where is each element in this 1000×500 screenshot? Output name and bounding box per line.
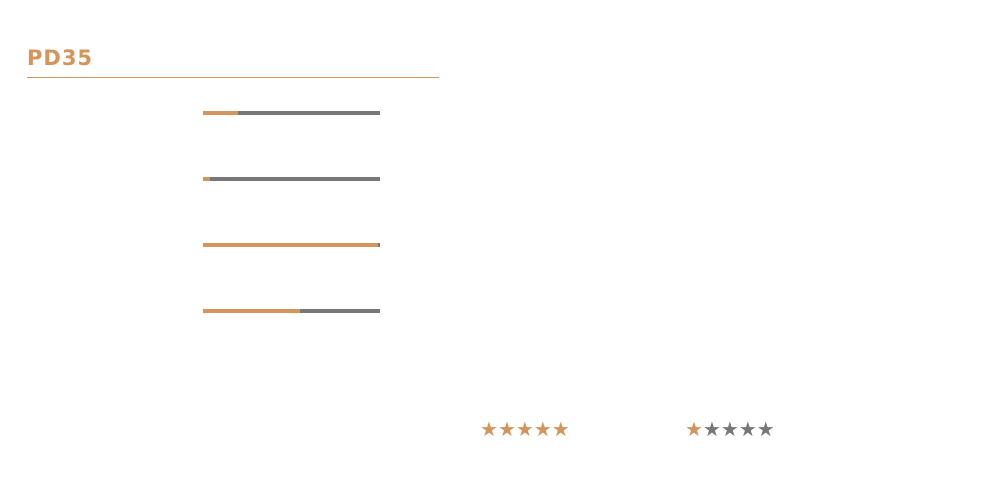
metric-value: 99%: [393, 235, 427, 253]
bar: [203, 309, 301, 313]
spec-text: 长度 137mm: [79, 426, 160, 441]
bar: [203, 243, 379, 247]
star: ★: [533, 417, 552, 441]
spec-text: 重量 89g: [237, 426, 292, 441]
metric-label: 便携与操作性能: [27, 303, 133, 321]
bar-track: [203, 309, 380, 313]
bar-track: [203, 111, 380, 115]
metric-value: 55%: [393, 301, 427, 319]
rating-label: 亮度指数: [390, 424, 446, 440]
spec-icon: [27, 410, 63, 448]
rating-label: 防水指数: [595, 424, 651, 440]
bar-track: [203, 177, 380, 181]
star: ★: [497, 417, 516, 441]
divider: [27, 77, 439, 78]
star: ★: [685, 417, 703, 441]
metric-label: 远距离照射性能: [27, 171, 133, 189]
title: PD35: [27, 46, 94, 70]
bar: [203, 177, 211, 181]
star: ★: [515, 417, 534, 441]
rating-stars: ★★★★★: [480, 417, 570, 441]
rating-stars: ★★★★★: [685, 417, 775, 441]
star: ★: [480, 417, 498, 441]
metric-value: 4%: [393, 169, 417, 187]
star: ★: [720, 417, 739, 441]
bar: [203, 111, 239, 115]
metric-label: 续航时间性能: [27, 237, 118, 255]
star: ★: [551, 417, 570, 441]
spec-icon: [185, 410, 221, 448]
bar-track: [203, 243, 380, 247]
metric-label: 近距离泛光性能: [27, 105, 133, 123]
star: ★: [702, 417, 721, 441]
star: ★: [738, 417, 757, 441]
metric-value: 20%: [393, 103, 427, 121]
star: ★: [756, 417, 775, 441]
